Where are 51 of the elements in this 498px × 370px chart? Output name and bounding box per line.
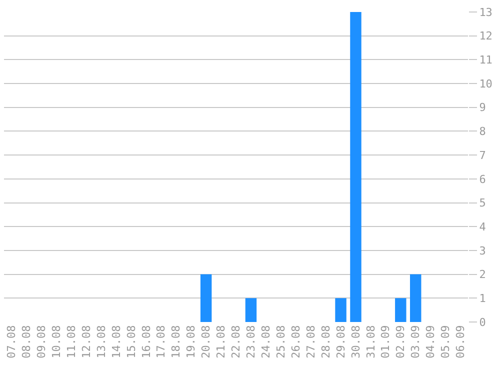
y-tick-label: 10 bbox=[479, 77, 492, 90]
x-tick-label: 13.08 bbox=[94, 325, 108, 358]
y-tick-label: 2 bbox=[479, 268, 486, 282]
x-tick-label: 20.08 bbox=[200, 325, 213, 358]
y-tick-label: 12 bbox=[479, 30, 492, 43]
x-tick-label: 14.08 bbox=[110, 325, 123, 358]
x-tick-label: 11.08 bbox=[64, 325, 78, 358]
x-tick-label: 24.08 bbox=[260, 325, 273, 358]
bar bbox=[395, 298, 406, 322]
x-tick-label: 04.09 bbox=[424, 325, 438, 358]
x-tick-label: 01.09 bbox=[379, 325, 392, 358]
x-tick-label: 05.09 bbox=[439, 325, 452, 358]
x-tick-label: 07.08 bbox=[5, 325, 18, 358]
bar bbox=[200, 274, 212, 322]
x-tick-label: 22.08 bbox=[230, 325, 243, 358]
x-tick-label: 17.08 bbox=[154, 325, 168, 358]
x-tick-label: 09.08 bbox=[34, 325, 48, 358]
x-tick-label: 10.08 bbox=[50, 325, 63, 358]
bar bbox=[410, 274, 422, 322]
x-tick-label: 12.08 bbox=[80, 325, 93, 358]
y-tick-label: 0 bbox=[479, 316, 486, 329]
x-tick-label: 03.09 bbox=[409, 325, 422, 358]
x-tick-label: 06.09 bbox=[454, 325, 468, 358]
x-tick-label: 30.08 bbox=[349, 325, 362, 358]
bar bbox=[350, 12, 362, 322]
x-tick-label: 27.08 bbox=[304, 325, 318, 358]
x-tick-label: 23.08 bbox=[244, 325, 258, 358]
bar bbox=[245, 298, 257, 322]
y-tick-label: 7 bbox=[479, 148, 486, 162]
x-tick-label: 15.08 bbox=[124, 325, 138, 358]
x-tick-label: 19.08 bbox=[184, 325, 198, 358]
y-tick-label: 4 bbox=[479, 220, 486, 234]
x-tick-label: 18.08 bbox=[170, 325, 183, 358]
x-tick-label: 02.09 bbox=[394, 325, 408, 358]
y-tick-label: 5 bbox=[479, 196, 486, 210]
y-tick-label: 3 bbox=[479, 244, 486, 258]
x-tick-label: 29.08 bbox=[334, 325, 348, 358]
y-tick-label: 1 bbox=[479, 292, 486, 305]
y-tick-label: 6 bbox=[479, 172, 486, 186]
x-tick-label: 25.08 bbox=[274, 325, 288, 358]
y-tick-label: 13 bbox=[479, 6, 492, 19]
bar bbox=[335, 298, 346, 322]
x-tick-label: 31.08 bbox=[364, 325, 378, 358]
y-tick-label: 11 bbox=[479, 54, 492, 67]
x-tick-label: 26.08 bbox=[289, 325, 302, 358]
x-tick-label: 08.08 bbox=[20, 325, 34, 358]
y-tick-label: 8 bbox=[479, 125, 486, 138]
x-tick-label: 28.08 bbox=[319, 325, 332, 358]
x-tick-label: 21.08 bbox=[214, 325, 228, 358]
x-tick-label: 16.08 bbox=[140, 325, 153, 358]
y-tick-label: 9 bbox=[479, 101, 486, 114]
